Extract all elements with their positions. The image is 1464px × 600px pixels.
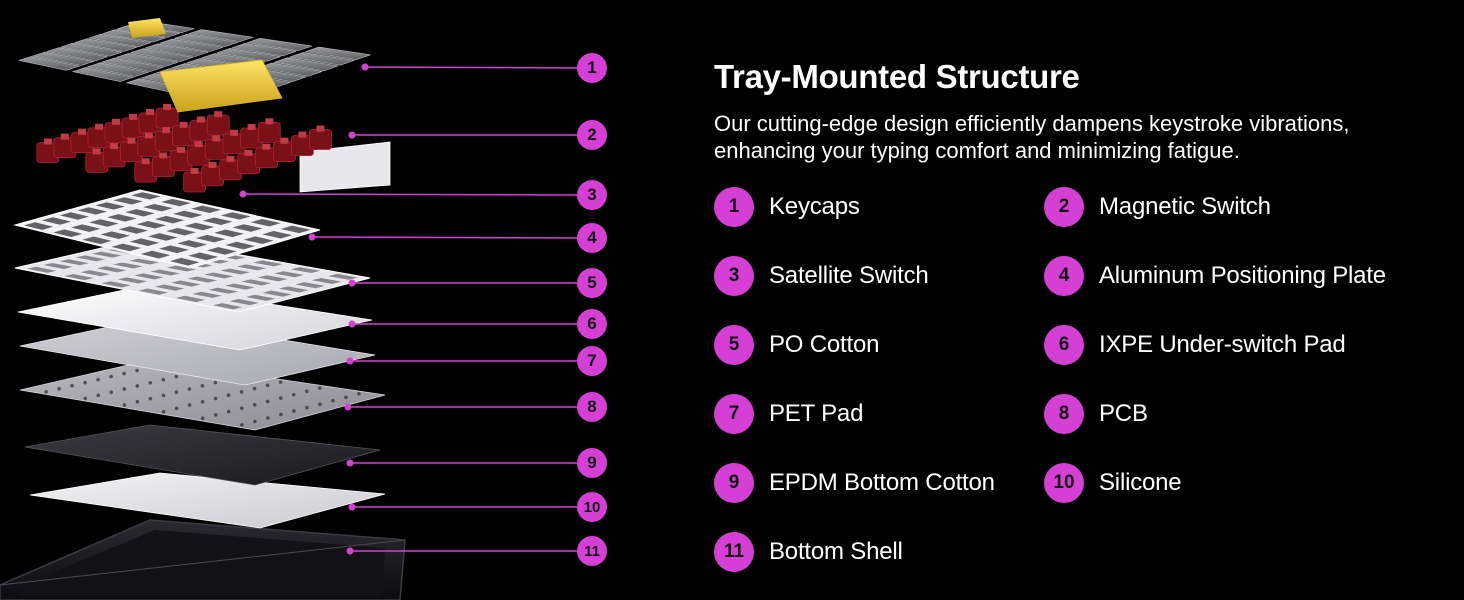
legend-badge: 1 xyxy=(714,187,754,227)
leader-line-3 xyxy=(242,193,579,196)
legend-badge: 7 xyxy=(714,394,754,434)
legend-badge: 11 xyxy=(714,532,754,572)
callout-badge-5: 5 xyxy=(577,268,607,298)
layer-keycaps xyxy=(17,18,371,113)
legend-item-6: 6 IXPE Under-switch Pad xyxy=(1044,325,1346,365)
legend-label: Magnetic Switch xyxy=(1099,193,1271,220)
legend-label: IXPE Under-switch Pad xyxy=(1099,331,1346,358)
leader-dot-5 xyxy=(348,279,356,287)
legend-label: EPDM Bottom Cotton xyxy=(769,469,995,496)
legend-label: Silicone xyxy=(1099,469,1182,496)
legend-badge: 9 xyxy=(714,463,754,503)
leader-dot-1 xyxy=(361,63,369,71)
callout-badge-11: 11 xyxy=(577,536,607,566)
layer-epdm-bottom-cotton xyxy=(24,424,381,486)
leader-lines xyxy=(239,63,579,555)
leader-dot-6 xyxy=(348,320,356,328)
leader-line-4 xyxy=(311,236,579,239)
legend-item-8: 8 PCB xyxy=(1044,394,1148,434)
legend-badge: 3 xyxy=(714,256,754,296)
legend-badge: 2 xyxy=(1044,187,1084,227)
legend-badge: 8 xyxy=(1044,394,1084,434)
legend-label: Bottom Shell xyxy=(769,538,903,565)
legend-label: PO Cotton xyxy=(769,331,880,358)
legend-item-10: 10 Silicone xyxy=(1044,463,1182,503)
legend-item-5: 5 PO Cotton xyxy=(714,325,879,365)
legend-item-3: 3 Satellite Switch xyxy=(714,256,929,296)
callout-badge-9: 9 xyxy=(577,448,607,478)
legend-item-4: 4 Aluminum Positioning Plate xyxy=(1044,256,1386,296)
callout-badge-6: 6 xyxy=(577,309,607,339)
leader-line-1 xyxy=(364,66,579,69)
callout-badge-7: 7 xyxy=(577,346,607,376)
layer-ixpe-pad xyxy=(17,284,373,351)
leader-dot-2 xyxy=(348,131,356,139)
legend-badge: 4 xyxy=(1044,256,1084,296)
legend-label: PET Pad xyxy=(769,400,864,427)
callout-badge-1: 1 xyxy=(577,53,607,83)
legend-item-2: 2 Magnetic Switch xyxy=(1044,187,1271,227)
legend-item-11: 11 Bottom Shell xyxy=(714,532,903,572)
callout-badge-10: 10 xyxy=(577,492,607,522)
leader-dot-10 xyxy=(348,503,356,511)
legend-badge: 5 xyxy=(714,325,754,365)
leader-dot-3 xyxy=(239,190,247,198)
legend-label: Keycaps xyxy=(769,193,860,220)
callout-badge-3: 3 xyxy=(577,180,607,210)
legend-item-7: 7 PET Pad xyxy=(714,394,863,434)
legend-label: Satellite Switch xyxy=(769,262,929,289)
callout-badge-4: 4 xyxy=(577,223,607,253)
layer-silicone xyxy=(29,472,386,529)
layer-bottom-shell xyxy=(0,519,406,600)
diagram-subtitle: Our cutting-edge design efficiently damp… xyxy=(714,111,1350,163)
legend-item-9: 9 EPDM Bottom Cotton xyxy=(714,463,995,503)
legend-badge: 6 xyxy=(1044,325,1084,365)
leader-dot-7 xyxy=(346,357,354,365)
legend-label: Aluminum Positioning Plate xyxy=(1099,262,1386,289)
legend-item-1: 1 Keycaps xyxy=(714,187,860,227)
leader-dot-8 xyxy=(344,403,352,411)
legend-badge: 10 xyxy=(1044,463,1084,503)
layer-positioning-plate xyxy=(13,189,321,269)
leader-dot-11 xyxy=(346,547,354,555)
keyboard-exploded-view xyxy=(0,18,579,600)
callout-badge-8: 8 xyxy=(577,392,607,422)
legend-label: PCB xyxy=(1099,400,1148,427)
layer-switches xyxy=(36,103,391,193)
leader-dot-4 xyxy=(308,233,316,241)
diagram-title: Tray-Mounted Structure xyxy=(714,58,1080,95)
callout-badge-2: 2 xyxy=(577,120,607,150)
leader-dot-9 xyxy=(346,459,354,467)
